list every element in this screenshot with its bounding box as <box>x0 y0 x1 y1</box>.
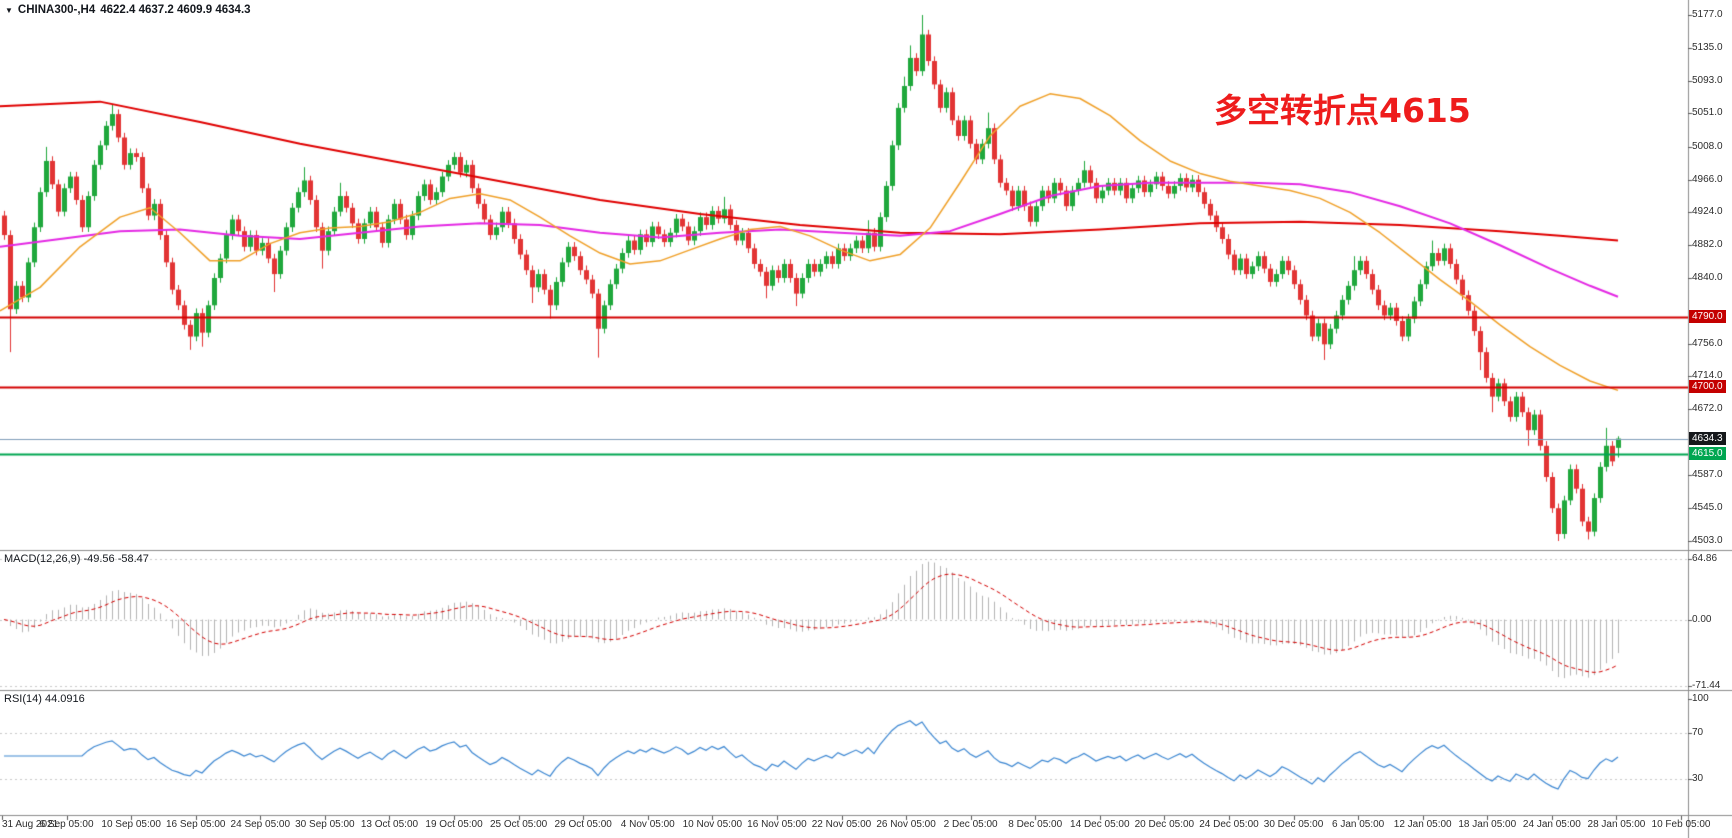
time-axis-label: 13 Oct 05:00 <box>360 819 419 830</box>
price-axis-label: 4672.0 <box>1692 403 1723 415</box>
time-axis-label: 24 Jan 05:00 <box>1522 819 1581 830</box>
time-axis-label: 2 Dec 05:00 <box>943 819 998 830</box>
price-level-badge: 4615.0 <box>1689 446 1726 460</box>
time-axis-label: 10 Feb 05:00 <box>1651 819 1711 830</box>
price-axis-label: 4966.0 <box>1692 173 1723 185</box>
price-level-badge: 4700.0 <box>1689 380 1726 394</box>
rsi-indicator-label: RSI(14) 44.0916 <box>4 693 85 705</box>
time-axis-label: 28 Jan 05:00 <box>1587 819 1646 830</box>
ohlc-readout: 4622.4 4637.2 4609.9 4634.3 <box>100 4 251 16</box>
time-axis-label: 31 Aug 2021 <box>2 819 59 830</box>
price-axis-label: 4756.0 <box>1692 337 1723 349</box>
time-axis-label: 6 Sep 05:00 <box>39 819 94 830</box>
time-axis-label: 19 Oct 05:00 <box>425 819 483 830</box>
price-axis-label: 5008.0 <box>1692 140 1723 152</box>
time-axis-label: 10 Sep 05:00 <box>101 819 161 830</box>
time-axis-label: 25 Oct 05:00 <box>489 819 548 830</box>
macd-axis-label: 64.86 <box>1692 553 1718 565</box>
time-axis-label: 4 Nov 05:00 <box>620 819 675 830</box>
price-level-badge: 4790.0 <box>1689 310 1726 324</box>
price-axis-label: 5177.0 <box>1692 9 1723 20</box>
time-axis-label: 18 Jan 05:00 <box>1458 819 1517 830</box>
price-axis-label: 4587.0 <box>1692 469 1723 481</box>
price-axis-label: 5093.0 <box>1692 74 1723 86</box>
price-axis-label: 4714.0 <box>1692 370 1723 382</box>
price-axis-label: 5135.0 <box>1692 41 1723 53</box>
time-axis-label: 16 Nov 05:00 <box>747 819 807 830</box>
price-axis-label: 4545.0 <box>1692 502 1723 514</box>
macd-axis-label: -71.44 <box>1692 680 1721 692</box>
time-axis-label: 29 Oct 05:00 <box>554 819 612 830</box>
time-axis-label: 10 Nov 05:00 <box>682 819 743 830</box>
time-axis-label: 6 Jan 05:00 <box>1331 819 1385 830</box>
symbol-titlebar: ▼ CHINA300-,H4 4622.4 4637.2 4609.9 4634… <box>5 4 251 16</box>
rsi-axis-label: 100 <box>1692 693 1709 704</box>
macd-indicator-label: MACD(12,26,9) -49.56 -58.47 <box>4 553 149 565</box>
price-axis-label: 4924.0 <box>1692 206 1723 218</box>
time-axis-label: 8 Dec 05:00 <box>1008 819 1063 830</box>
time-axis-label: 24 Dec 05:00 <box>1199 819 1259 830</box>
price-axis-label: 4840.0 <box>1692 272 1723 283</box>
time-axis-label: 14 Dec 05:00 <box>1070 819 1130 830</box>
trend-annotation[interactable]: 多空转折点4615 <box>1214 91 1471 130</box>
symbol-period-label: CHINA300-,H4 <box>17 4 96 16</box>
time-axis-label: 26 Nov 05:00 <box>876 819 936 830</box>
time-axis-label: 16 Sep 05:00 <box>165 819 226 830</box>
rsi-axis-label: 30 <box>1692 772 1704 784</box>
macd-axis-label: 0.00 <box>1692 613 1712 625</box>
price-axis-label: 4882.0 <box>1692 239 1723 251</box>
time-axis-label: 22 Nov 05:00 <box>811 819 872 830</box>
time-axis-label: 30 Dec 05:00 <box>1263 819 1324 830</box>
price-axis-label: 4503.0 <box>1692 535 1723 546</box>
price-axis-label: 5051.0 <box>1692 107 1723 119</box>
price-level-badge: 4634.3 <box>1689 431 1726 445</box>
time-axis-label: 30 Sep 05:00 <box>295 819 355 830</box>
time-axis-label: 12 Jan 05:00 <box>1393 819 1452 830</box>
time-axis-label: 20 Dec 05:00 <box>1134 819 1195 830</box>
rsi-axis-label: 70 <box>1692 727 1704 739</box>
collapse-triangle-icon[interactable]: ▼ <box>5 6 13 15</box>
time-axis-label: 24 Sep 05:00 <box>230 819 291 830</box>
